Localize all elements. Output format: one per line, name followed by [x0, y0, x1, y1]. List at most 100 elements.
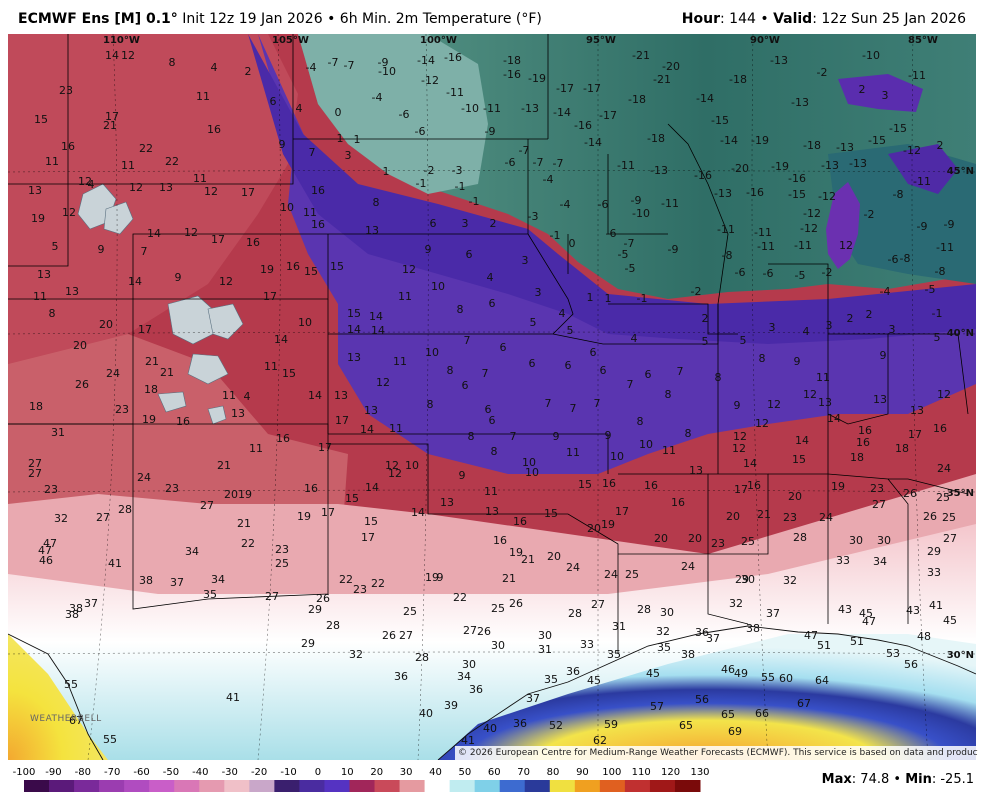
temperature-value: 26	[75, 378, 89, 391]
temperature-value: 34	[185, 545, 199, 558]
temperature-value: 65	[721, 708, 735, 721]
temperature-value: 29	[735, 573, 749, 586]
valid-time: Hour: 144 • Valid: 12z Sun 25 Jan 2026	[681, 11, 966, 27]
temperature-value: 26	[903, 487, 917, 500]
temperature-value: 36	[394, 670, 408, 683]
temperature-value: 4	[296, 102, 303, 115]
lake-huron	[888, 144, 958, 194]
temperature-value: 11	[484, 485, 498, 498]
temperature-value: 66	[755, 707, 769, 720]
temperature-value: 7	[482, 367, 489, 380]
temperature-value: 37	[170, 576, 184, 589]
temperature-value: 12	[219, 275, 233, 288]
latitude-label: 45°N	[947, 166, 974, 177]
temperature-value: 11	[662, 444, 676, 457]
title-sep: •	[327, 11, 336, 27]
temperature-value: 7	[594, 397, 601, 410]
temperature-value: 13	[347, 351, 361, 364]
temperature-value: -18	[803, 139, 821, 152]
temperature-value: 47	[38, 544, 52, 557]
temperature-value: 11	[196, 90, 210, 103]
temperature-value: 0	[569, 237, 576, 250]
temperature-value: 21	[160, 366, 174, 379]
temperature-value: 29	[927, 545, 941, 558]
temperature-value: -13	[521, 102, 539, 115]
temperature-value: 1	[337, 132, 344, 145]
min-label: Min	[905, 772, 932, 787]
temperature-value: 26	[382, 629, 396, 642]
temperature-value: 25	[741, 535, 755, 548]
temperature-value: 3	[462, 217, 469, 230]
temperature-value: -8	[722, 249, 733, 262]
temperature-value: 47	[862, 615, 876, 628]
temperature-value: 19	[425, 571, 439, 584]
temperature-map[interactable]: 110°W 105°W 100°W 95°W 90°W 85°W 45°N 40°N 35°N…	[8, 34, 976, 760]
temperature-value: 47	[804, 629, 818, 642]
temperature-value: 12	[385, 459, 399, 472]
colorbar-swatch	[249, 780, 275, 792]
temperature-value: 17	[105, 110, 119, 123]
temperature-value: 13	[334, 389, 348, 402]
temperature-value: 16	[276, 432, 290, 445]
temperature-value: 23	[870, 482, 884, 495]
temperature-value: -7	[533, 156, 544, 169]
temperature-value: 23	[165, 482, 179, 495]
colorbar-swatch	[74, 780, 100, 792]
colorbar-swatch	[474, 780, 501, 792]
colorbar-tick-label: -60	[133, 767, 149, 778]
temperature-value: 22	[339, 573, 353, 586]
temperature-value: 9	[98, 243, 105, 256]
temperature-value: 11	[816, 371, 830, 384]
colorbar-swatch	[674, 780, 701, 792]
temperature-value: 33	[927, 566, 941, 579]
temperature-value: 12	[129, 181, 143, 194]
temperature-value: 11	[303, 206, 317, 219]
temperature-value: 25	[491, 602, 505, 615]
temperature-value: 51	[850, 635, 864, 648]
temperature-value: 19	[297, 510, 311, 523]
temperature-value: 30	[462, 658, 476, 671]
temperature-value: -16	[574, 119, 592, 132]
temperature-value: 12	[184, 226, 198, 239]
temperature-value: 38	[69, 602, 83, 615]
temperature-value: 16	[61, 140, 75, 153]
colorbar-swatch	[524, 780, 551, 792]
temperature-value: -3	[528, 210, 539, 223]
temperature-value: -6	[735, 266, 746, 279]
colorbar-tick-label: 80	[547, 767, 560, 778]
temperature-value: -14	[720, 134, 738, 147]
temperature-value: 9	[880, 349, 887, 362]
temperature-value: 9	[734, 399, 741, 412]
temperature-value: 31	[538, 643, 552, 656]
temperature-value: -6	[888, 253, 899, 266]
temperature-value: 17	[211, 233, 225, 246]
temperature-value: 8	[491, 445, 498, 458]
temperature-value: 16	[856, 436, 870, 449]
temperature-value: -16	[788, 172, 806, 185]
temperature-value: 9	[553, 430, 560, 443]
temperature-value: 21	[145, 355, 159, 368]
temperature-value: 9	[279, 138, 286, 151]
temperature-value: 40	[483, 722, 497, 735]
temperature-value: -12	[803, 207, 821, 220]
temperature-value: 8	[685, 427, 692, 440]
temperature-value: 62	[593, 734, 607, 747]
temperature-value: 26	[509, 597, 523, 610]
temperature-value: 32	[656, 625, 670, 638]
temperature-value: -11	[661, 197, 679, 210]
temperature-value: 20	[587, 522, 601, 535]
temperature-value: 35	[203, 588, 217, 601]
temperature-value: 35	[544, 673, 558, 686]
colorbar-tick-label: 70	[517, 767, 530, 778]
temperature-value: 6	[565, 359, 572, 372]
latitude-label: 30°N	[947, 650, 974, 661]
temperature-value: 30	[741, 573, 755, 586]
temperature-value: 12	[767, 398, 781, 411]
temperature-value: 14	[743, 457, 757, 470]
temperature-value: 15	[364, 515, 378, 528]
temperature-value: 36	[513, 717, 527, 730]
temperature-value: 27	[591, 598, 605, 611]
temperature-value: 10	[405, 459, 419, 472]
map-title: ECMWF Ens [M] 0.1° Init 12z 19 Jan 2026 …	[18, 11, 542, 27]
temperature-value: -11	[794, 239, 812, 252]
